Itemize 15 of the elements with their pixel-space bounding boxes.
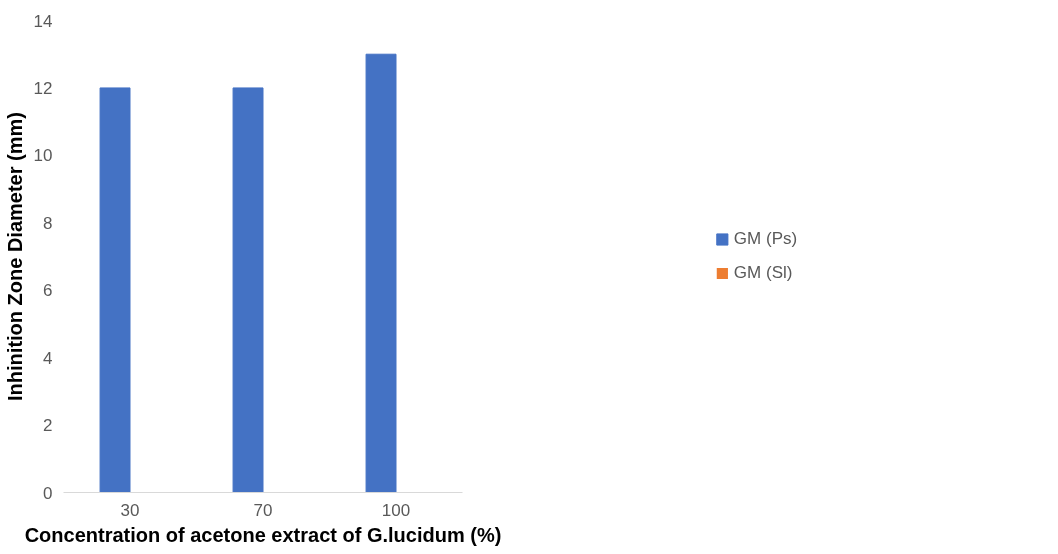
y-tick-label: 8 (43, 213, 53, 233)
x-tick-label: 100 (381, 500, 411, 520)
y-tick-label: 14 (33, 11, 53, 31)
legend-label: GM (Sl) (733, 263, 793, 283)
y-tick-label: 2 (43, 416, 53, 436)
y-tick-label: 6 (43, 281, 53, 301)
x-tick-label: 70 (253, 500, 273, 520)
y-tick-label: 10 (33, 146, 53, 166)
y-tick-label: 4 (43, 348, 53, 368)
y-tick-label: 12 (33, 78, 53, 98)
legend-label: GM (Ps) (733, 229, 798, 249)
x-tick-label: 30 (120, 500, 140, 520)
y-axis-title: Inhinition Zone Diameter (mm) (3, 112, 26, 401)
x-axis-title: Concentration of acetone extract of G.lucidum (%) (24, 523, 502, 546)
y-tick-label: 0 (43, 483, 53, 503)
